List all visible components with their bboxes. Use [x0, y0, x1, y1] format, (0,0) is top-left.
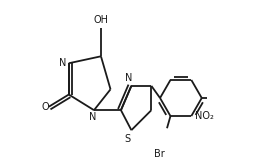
Text: NO₂: NO₂ — [195, 111, 214, 121]
Text: N: N — [60, 58, 67, 68]
Text: O: O — [41, 102, 49, 112]
Text: N: N — [125, 73, 132, 83]
Text: OH: OH — [93, 15, 109, 25]
Text: N: N — [90, 112, 97, 122]
Text: Br: Br — [154, 149, 164, 159]
Text: S: S — [125, 134, 131, 144]
